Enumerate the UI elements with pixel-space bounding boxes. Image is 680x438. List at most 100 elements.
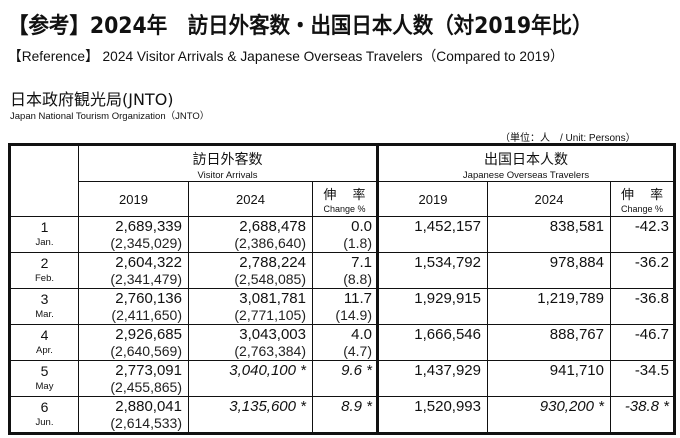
overseas-travelers-group-header: 出国日本人数 Japanese Overseas Travelers: [375, 143, 677, 182]
visitor-change-cell: 0.0 (1.8): [312, 216, 378, 253]
cell-text: 941,710: [549, 362, 604, 379]
cell-text: -34.5: [634, 362, 670, 379]
overseas-change-cell: -38.8 *: [609, 396, 677, 435]
organization-name-jp: 日本政府観光局(JNTO): [10, 90, 174, 109]
page-title: 【参考】2024年 訪日外客数・出国日本人数（対2019年比）: [8, 14, 593, 39]
cell-text: 伸 率: [620, 188, 670, 203]
cell-text: -46.7: [634, 326, 670, 343]
overseas-2019-cell: 1,534,792: [376, 252, 488, 289]
cell-text: 7.1: [351, 254, 372, 271]
cell-text: 1,437,929: [414, 362, 481, 379]
visitor-2019-cell: 2,604,322 (2,341,479): [78, 252, 189, 289]
estimate-value: 9.6 *: [341, 362, 372, 379]
overseas-2019-cell: 1,929,915: [376, 288, 488, 325]
table-row: 4 Apr. 2,926,685 (2,640,569) 3,043,003 (2,7…: [8, 324, 677, 361]
visitor-change-cell: 4.0 (4.7): [312, 324, 378, 361]
visitor-2024-header: 2024: [188, 181, 313, 217]
statistics-table: 訪日外客数 Visitor Arrivals 出国日本人数 Japanese O…: [8, 143, 677, 435]
estimate-value: 8.9 *: [341, 398, 372, 415]
cell-text: 5: [40, 363, 49, 379]
estimate-value: 3,135,600 *: [229, 398, 306, 415]
month-header-cell: [8, 143, 79, 217]
cell-text: (2,614,533): [110, 415, 182, 431]
month-cell: 1 Jan.: [8, 216, 79, 253]
overseas-2019-header: 2019: [376, 181, 488, 217]
overseas-2019-cell: 1,452,157: [376, 216, 488, 253]
cell-text: 伸 率: [323, 188, 372, 203]
visitor-2024-cell: 3,043,003 (2,763,384): [188, 324, 313, 361]
overseas-2024-header: 2024: [487, 181, 611, 217]
visitor-2019-cell: 2,689,339 (2,345,029): [78, 216, 189, 253]
visitor-2019-cell: 2,880,041 (2,614,533): [78, 396, 189, 435]
cell-text: Change %: [323, 204, 366, 214]
overseas-2024-cell: 941,710: [487, 360, 611, 397]
cell-text: (2,771,105): [234, 307, 306, 323]
cell-text: Jun.: [35, 417, 54, 428]
overseas-change-cell: -42.3: [609, 216, 677, 253]
cell-text: 11.7: [343, 290, 372, 307]
cell-text: 3,081,781: [239, 290, 306, 307]
table-row: 1 Jan. 2,689,339 (2,345,029) 2,688,478 (2,3…: [8, 216, 677, 253]
cell-text: 1,219,789: [537, 290, 604, 307]
overseas-2024-cell: 978,884: [487, 252, 611, 289]
cell-text: Jan.: [35, 237, 54, 248]
table-row: 5 May 2,773,091 (2,455,865) 3,040,100 * 9.…: [8, 360, 677, 397]
cell-text: (2,345,029): [110, 235, 182, 251]
cell-text: 3: [40, 291, 49, 307]
cell-text: (2,640,569): [110, 343, 182, 359]
cell-text: 0.0: [351, 218, 372, 235]
overseas-2024-cell: 888,767: [487, 324, 611, 361]
cell-text: 2,880,041: [115, 398, 182, 415]
month-cell: 6 Jun.: [8, 396, 79, 435]
cell-text: -42.3: [634, 218, 670, 235]
visitor-2019-header: 2019: [78, 181, 189, 217]
estimate-value: 930,200 *: [539, 398, 604, 415]
visitor-change-cell: 11.7 (14.9): [312, 288, 378, 325]
cell-text: Apr.: [36, 345, 53, 356]
month-cell: 3 Mar.: [8, 288, 79, 325]
cell-text: 2,760,136: [115, 290, 182, 307]
overseas-change-cell: -36.8: [609, 288, 677, 325]
cell-text: (2,763,384): [234, 343, 306, 359]
cell-text: (2,548,085): [234, 271, 306, 287]
unit-note: （単位：人 / Unit: Persons）: [500, 133, 636, 144]
cell-text: (2,386,640): [234, 235, 306, 251]
cell-text: (2,341,479): [110, 271, 182, 287]
cell-text: (2,411,650): [111, 307, 182, 323]
cell-text: 4: [40, 327, 49, 343]
cell-text: 3,043,003: [239, 326, 306, 343]
cell-text: 838,581: [549, 218, 604, 235]
cell-text: 1,534,792: [414, 254, 481, 271]
cell-text: 1: [40, 219, 49, 235]
table-row: 2 Feb. 2,604,322 (2,341,479) 2,788,224 (2,5…: [8, 252, 677, 289]
cell-text: 4.0: [351, 326, 372, 343]
visitor-change-cell: 9.6 *: [312, 360, 378, 397]
visitor-2019-cell: 2,773,091 (2,455,865): [78, 360, 189, 397]
table-row: 3 Mar. 2,760,136 (2,411,650) 3,081,781 (2,7…: [8, 288, 677, 325]
month-cell: 2 Feb.: [8, 252, 79, 289]
overseas-2019-cell: 1,520,993: [376, 396, 488, 435]
cell-text: (1.8): [343, 235, 372, 251]
overseas-2019-cell: 1,437,929: [376, 360, 488, 397]
overseas-2024-cell: 930,200 *: [487, 396, 611, 435]
visitor-arrivals-header-en: Visitor Arrivals: [197, 170, 258, 181]
cell-text: (2,455,865): [110, 379, 182, 395]
overseas-change-header: 伸 率 Change %: [609, 181, 677, 217]
month-cell: 4 Apr.: [8, 324, 79, 361]
overseas-2019-cell: 1,666,546: [376, 324, 488, 361]
overseas-2024-cell: 1,219,789: [487, 288, 611, 325]
cell-text: 2,788,224: [239, 254, 306, 271]
cell-text: 2,688,478: [239, 218, 306, 235]
cell-text: Change %: [620, 204, 664, 214]
visitor-2024-cell: 3,081,781 (2,771,105): [188, 288, 313, 325]
visitor-2024-cell: 3,040,100 *: [188, 360, 313, 397]
visitor-2019-cell: 2,760,136 (2,411,650): [78, 288, 189, 325]
cell-text: 2: [40, 255, 49, 271]
month-cell: 5 May: [8, 360, 79, 397]
overseas-change-cell: -34.5: [609, 360, 677, 397]
visitor-2019-cell: 2,926,685 (2,640,569): [78, 324, 189, 361]
cell-text: (4.7): [343, 343, 372, 359]
visitor-arrivals-group-header: 訪日外客数 Visitor Arrivals: [78, 143, 378, 182]
table-row: 6 Jun. 2,880,041 (2,614,533) 3,135,600 * 8…: [8, 396, 677, 435]
visitor-change-cell: 7.1 (8.8): [312, 252, 378, 289]
